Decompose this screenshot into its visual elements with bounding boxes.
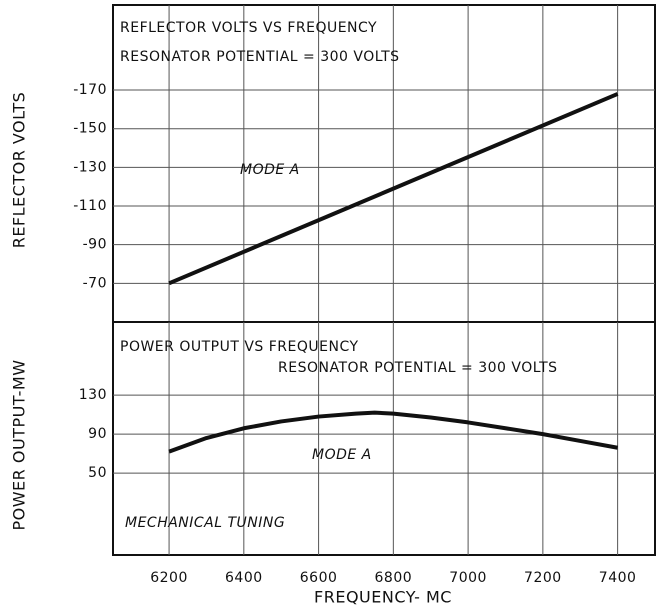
plot-frame — [112, 321, 656, 556]
x-tick-label: 6800 — [375, 570, 413, 586]
data-line — [168, 410, 618, 454]
panel-subtitle: RESONATOR POTENTIAL = 300 VOLTS — [278, 360, 558, 376]
x-tick-label: 6200 — [150, 570, 188, 586]
panel-title: POWER OUTPUT VS FREQUENCY — [120, 339, 359, 355]
y-tick-label: -90 — [83, 237, 107, 253]
annotation: MODE A — [312, 447, 372, 463]
y-tick-label: 90 — [88, 426, 107, 442]
y-tick-label: 130 — [79, 387, 107, 403]
panel-title: REFLECTOR VOLTS VS FREQUENCY — [120, 20, 377, 36]
x-tick-label: 7200 — [524, 570, 562, 586]
x-tick-label: 7000 — [449, 570, 487, 586]
x-tick-label: 6600 — [300, 570, 338, 586]
x-tick-label: 7400 — [599, 570, 637, 586]
y-tick-label: -150 — [73, 121, 107, 137]
data-line — [168, 92, 619, 286]
y-tick-label: -130 — [73, 159, 107, 175]
x-tick-label: 6400 — [225, 570, 263, 586]
y-tick-label: -110 — [73, 198, 107, 214]
y-axis-label: POWER OUTPUT-MW — [10, 359, 29, 530]
annotation: MECHANICAL TUNING — [125, 515, 285, 531]
x-axis-label: FREQUENCY- MC — [314, 588, 452, 607]
y-tick-label: 50 — [88, 465, 107, 481]
y-tick-label: -70 — [83, 275, 107, 291]
annotation: MODE A — [240, 162, 300, 178]
panel-subtitle: RESONATOR POTENTIAL = 300 VOLTS — [120, 49, 400, 65]
y-axis-label: REFLECTOR VOLTS — [10, 92, 29, 249]
y-tick-label: -170 — [73, 82, 107, 98]
